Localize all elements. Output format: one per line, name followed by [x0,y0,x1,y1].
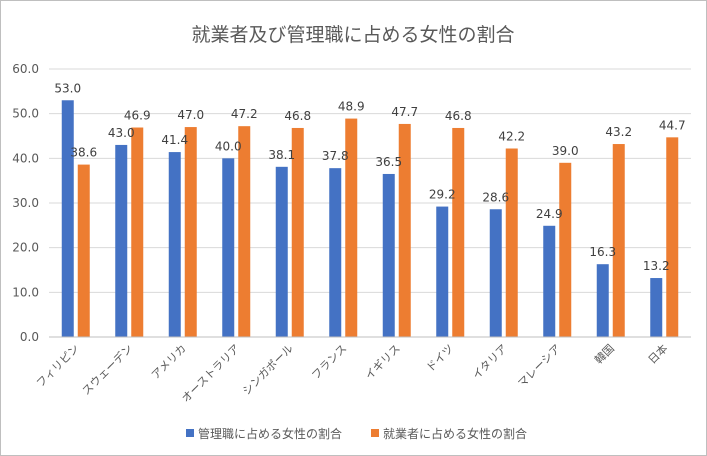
data-label: 37.8 [322,149,349,163]
bar-workers [398,123,411,337]
data-label: 46.8 [445,109,472,123]
bar-managers [650,278,663,337]
y-tick-label: 0.0 [20,330,39,344]
data-label: 53.0 [54,81,81,95]
data-label: 47.2 [231,107,258,121]
data-label: 28.6 [482,190,509,204]
y-tick-label: 50.0 [12,107,39,121]
bar-workers [666,137,679,337]
x-tick-label: イギリス [363,342,403,382]
data-label: 38.1 [268,148,295,162]
data-label: 39.0 [552,144,579,158]
bar-managers [61,100,74,338]
data-label: 16.3 [589,245,616,259]
bar-managers [329,168,342,337]
bar-workers [345,118,358,337]
y-tick-label: 20.0 [12,241,39,255]
bar-workers [559,162,572,337]
data-label: 43.0 [108,126,135,140]
legend-label: 就業者に占める女性の割合 [383,426,527,441]
chart-title: 就業者及び管理職に占める女性の割合 [191,24,514,46]
data-label: 42.2 [498,130,525,144]
legend: 管理職に占める女性の割合 就業者に占める女性の割合 [186,426,527,441]
legend-label: 管理職に占める女性の割合 [198,426,342,441]
data-label: 47.0 [177,108,204,122]
bar-workers [612,144,625,337]
bar-managers [543,225,556,337]
x-tick-label: アメリカ [149,342,189,382]
data-label: 46.8 [284,109,311,123]
bar-managers [222,158,235,337]
x-tick-label: 韓国 [592,342,617,367]
x-tick-label: フランス [309,342,349,382]
bar-workers [291,127,304,338]
data-label: 24.9 [536,207,563,221]
data-label: 40.0 [215,139,242,153]
y-tick-label: 30.0 [12,196,39,210]
x-tick-label: イタリア [470,342,510,382]
bar-workers [131,127,144,337]
y-tick-label: 60.0 [12,62,39,76]
data-label: 41.4 [161,133,188,147]
bar-workers [238,126,251,337]
y-axis: 0.0 10.0 20.0 30.0 40.0 50.0 60.0 [12,62,39,344]
data-labels: 53.0 43.0 41.4 40.0 38.1 37.8 36.5 29.2 28.6 24.9… [54,81,685,273]
data-label: 48.9 [338,100,365,114]
legend-swatch [186,429,194,437]
bar-managers [489,209,502,337]
x-tick-label: オーストラリア [179,342,242,405]
bar-workers [452,127,465,338]
data-label: 43.2 [605,125,632,139]
bar-workers [77,164,90,337]
data-label: 38.6 [70,146,97,160]
data-label: 46.9 [124,109,151,123]
x-tick-label: ドイツ [424,342,457,375]
legend-swatch [371,429,379,437]
bar-workers [184,127,197,337]
x-tick-label: シンガポール [240,342,296,398]
gridlines [49,68,691,338]
bar-managers [275,166,288,337]
data-label: 13.2 [643,259,670,273]
x-tick-label: フィリピン [34,342,82,390]
bar-managers [596,264,609,337]
bars [61,100,679,338]
bar-managers [382,173,395,337]
x-tick-label: スウェーデン [79,341,136,398]
y-tick-label: 10.0 [12,285,39,299]
bar-managers [436,206,449,337]
x-axis: フィリピンスウェーデン アメリカオーストラリアシンガポール フランス イギリス ドイツイ… [34,336,691,405]
bar-managers [115,144,128,337]
data-label: 47.7 [391,105,418,119]
data-label: 44.7 [659,118,686,132]
y-tick-label: 40.0 [12,151,39,165]
x-tick-label: マレーシア [515,342,563,390]
x-tick-label: 日本 [645,341,670,366]
bar-managers [168,152,181,337]
data-label: 29.2 [429,188,456,202]
bar-workers [505,148,518,337]
data-label: 36.5 [375,155,402,169]
